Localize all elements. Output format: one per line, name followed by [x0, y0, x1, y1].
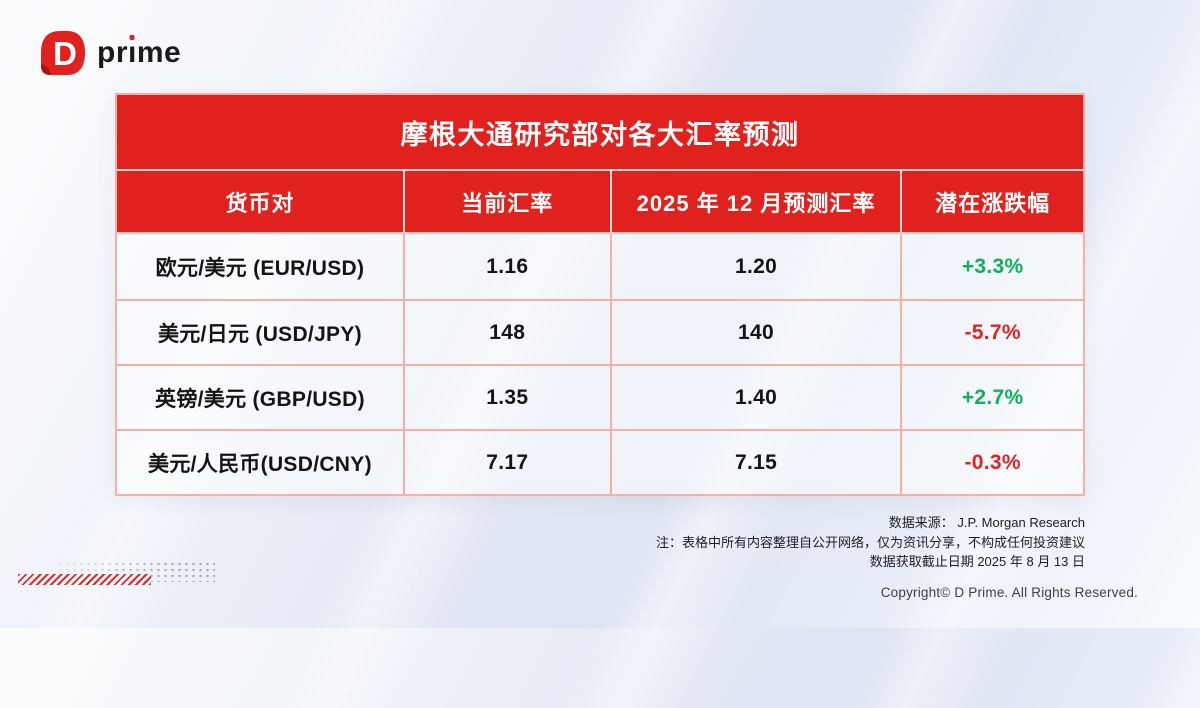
- fx-forecast-table: 摩根大通研究部对各大汇率预测 货币对 当前汇率 2025 年 12 月预测汇率 …: [115, 93, 1085, 496]
- svg-text:D: D: [53, 35, 77, 72]
- change-cell: +3.3%: [900, 234, 1083, 299]
- change-cell: -0.3%: [900, 431, 1083, 494]
- change-cell: -5.7%: [900, 301, 1083, 364]
- column-header-forecast: 2025 年 12 月预测汇率: [609, 171, 901, 232]
- brand-name: prı me: [97, 35, 182, 69]
- pair-cell: 美元/日元 (USD/JPY): [157, 322, 362, 346]
- column-header-change: 潜在涨跌幅: [900, 171, 1083, 232]
- change-cell: +2.7%: [900, 366, 1083, 429]
- current-rate-cell: 148: [402, 301, 610, 364]
- pair-cell: 美元/人民币(USD/CNY): [148, 452, 372, 476]
- disclaimer-note: 注：表格中所有内容整理自公开网络，仅为资讯分享，不构成任何投资建议: [655, 534, 1085, 550]
- forecast-rate-cell: 1.20: [609, 234, 901, 299]
- data-source-note: 数据来源： J.P. Morgan Research: [888, 515, 1085, 530]
- current-rate-cell: 7.17: [402, 431, 610, 494]
- copyright-text: Copyright© D Prime. All Rights Reserved.: [880, 585, 1138, 600]
- column-header-pair: 货币对: [225, 190, 295, 216]
- pair-cell: 欧元/美元 (EUR/USD): [155, 256, 365, 280]
- d-prime-logo-icon: D: [41, 31, 85, 75]
- red-hatch-decoration: [18, 574, 151, 585]
- forecast-rate-cell: 7.15: [609, 431, 901, 494]
- brand-logo: D prı me: [38, 28, 181, 78]
- footnotes: 数据来源： J.P. Morgan Research 注：表格中所有内容整理自公…: [656, 513, 1085, 572]
- table-header-row: 货币对 当前汇率 2025 年 12 月预测汇率 潜在涨跌幅: [117, 171, 1083, 234]
- brand-i-dot: [129, 35, 135, 40]
- table-title: 摩根大通研究部对各大汇率预测: [117, 95, 1083, 171]
- forecast-rate-cell: 1.40: [609, 366, 901, 429]
- table-row: 欧元/美元 (EUR/USD) 1.16 1.20 +3.3%: [117, 234, 1083, 299]
- current-rate-cell: 1.16: [402, 234, 610, 299]
- pair-cell: 英镑/美元 (GBP/USD): [155, 387, 365, 411]
- table-row: 美元/日元 (USD/JPY) 148 140 -5.7%: [117, 299, 1083, 364]
- forecast-rate-cell: 140: [609, 301, 901, 364]
- table-row: 英镑/美元 (GBP/USD) 1.35 1.40 +2.7%: [117, 364, 1083, 429]
- table-row: 美元/人民币(USD/CNY) 7.17 7.15 -0.3%: [117, 429, 1083, 494]
- data-cutoff-note: 数据获取截止日期 2025 年 8 月 13 日: [869, 554, 1085, 569]
- current-rate-cell: 1.35: [402, 366, 610, 429]
- column-header-current: 当前汇率: [402, 171, 610, 232]
